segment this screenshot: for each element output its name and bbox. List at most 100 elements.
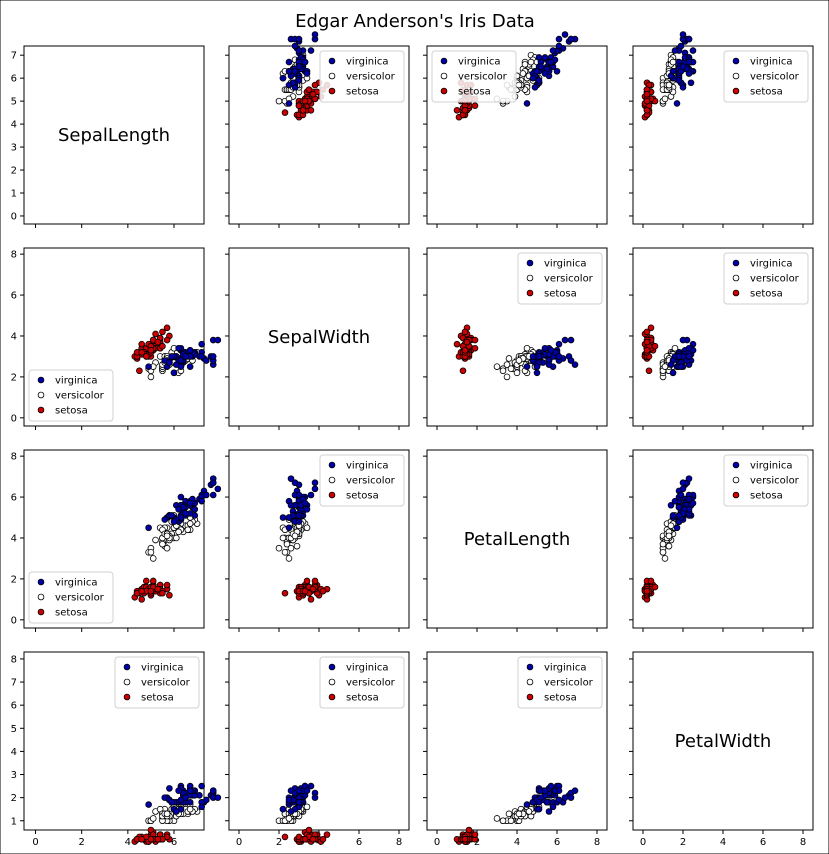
- legend-marker-versicolor: [37, 593, 45, 601]
- point-virginica: [675, 77, 683, 84]
- point-virginica: [287, 501, 295, 509]
- point-virginica: [685, 353, 693, 360]
- point-virginica: [198, 497, 205, 505]
- point-virginica: [673, 524, 681, 532]
- legend-label-setosa: setosa: [750, 87, 783, 98]
- point-setosa: [643, 107, 651, 114]
- point-virginica: [186, 787, 194, 795]
- point-versicolor: [147, 548, 155, 556]
- point-virginica: [175, 787, 182, 795]
- point-virginica: [311, 794, 319, 801]
- point-virginica: [145, 524, 152, 532]
- legend: virginica versicolor setosa: [723, 50, 809, 103]
- point-virginica: [177, 357, 185, 364]
- point-virginica: [186, 346, 194, 354]
- diagonal-label-petal-length: PetalLength: [464, 529, 570, 550]
- y-tick-label: 8: [11, 452, 17, 463]
- point-virginica: [301, 499, 309, 507]
- point-virginica: [303, 70, 311, 77]
- point-virginica: [555, 35, 563, 43]
- x-tick-label: 6: [554, 837, 560, 848]
- point-virginica: [529, 74, 537, 82]
- point-virginica: [561, 794, 569, 801]
- legend-marker-setosa: [440, 87, 448, 95]
- legend-box: [431, 50, 517, 103]
- point-setosa: [471, 336, 479, 344]
- point-versicolor: [281, 548, 289, 556]
- y-tick-label: 4: [11, 533, 17, 544]
- point-virginica: [567, 794, 575, 801]
- panel-r0-c1: virginica versicolor setosa: [225, 31, 410, 228]
- point-virginica: [671, 47, 679, 54]
- point-virginica: [535, 798, 543, 806]
- legend-label-versicolor: versicolor: [544, 274, 594, 285]
- point-virginica: [295, 491, 303, 499]
- point-setosa: [163, 336, 171, 344]
- legend: virginica versicolor setosa: [28, 369, 114, 422]
- point-setosa: [301, 587, 309, 595]
- point-virginica: [535, 805, 543, 813]
- point-versicolor: [303, 803, 311, 811]
- point-setosa: [163, 324, 171, 332]
- point-setosa: [154, 338, 162, 346]
- point-setosa: [319, 835, 327, 843]
- point-versicolor: [521, 61, 529, 68]
- x-tick-label: 2: [680, 837, 686, 848]
- point-setosa: [303, 577, 311, 585]
- legend-label-virginica: virginica: [346, 57, 389, 68]
- panel-r2-c2: PetalLength: [423, 449, 608, 632]
- point-virginica: [675, 353, 683, 360]
- legend-box: [723, 50, 809, 103]
- point-virginica: [673, 100, 681, 107]
- legend-marker-setosa: [328, 87, 336, 95]
- legend-marker-setosa: [123, 693, 131, 701]
- point-setosa: [138, 835, 145, 843]
- legend-box: [319, 50, 405, 103]
- point-setosa: [647, 577, 655, 585]
- point-virginica: [671, 497, 679, 505]
- point-versicolor: [661, 95, 669, 103]
- point-virginica: [571, 361, 579, 368]
- point-virginica: [303, 506, 311, 513]
- legend-marker-setosa: [328, 693, 336, 701]
- point-virginica: [689, 499, 697, 507]
- legend-marker-setosa: [37, 406, 45, 414]
- legend-marker-versicolor: [328, 72, 336, 80]
- point-virginica: [667, 361, 675, 368]
- point-virginica: [685, 495, 693, 503]
- legend-marker-setosa: [328, 491, 336, 499]
- point-virginica: [291, 42, 299, 50]
- legend-marker-virginica: [37, 578, 45, 586]
- legend-label-virginica: virginica: [55, 376, 98, 387]
- point-virginica: [287, 475, 295, 482]
- point-versicolor: [186, 520, 194, 527]
- legend-label-versicolor: versicolor: [141, 678, 191, 689]
- x-tick-label: 6: [356, 837, 362, 848]
- point-virginica: [285, 796, 293, 804]
- panel-r3-c0: 0 2 4 6 1 2 3 4 5 6 7 8 virginica versicolor setosa: [11, 651, 222, 848]
- legend-marker-setosa: [526, 289, 534, 297]
- point-setosa: [166, 591, 173, 599]
- point-virginica: [541, 344, 549, 352]
- legend: virginica versicolor setosa: [319, 454, 405, 507]
- point-virginica: [685, 35, 693, 43]
- x-tick-label: 2: [474, 837, 480, 848]
- panel-r1-c2: virginica versicolor setosa: [423, 247, 608, 430]
- y-tick-label: 6: [11, 701, 17, 712]
- legend-box: [517, 656, 603, 709]
- point-versicolor: [173, 534, 180, 542]
- point-setosa: [461, 835, 469, 843]
- point-virginica: [295, 47, 303, 54]
- point-setosa: [154, 585, 162, 593]
- point-setosa: [138, 587, 145, 595]
- point-virginica: [561, 336, 569, 344]
- point-versicolor: [149, 815, 157, 822]
- point-virginica: [289, 79, 297, 87]
- x-tick-label: 2: [276, 837, 282, 848]
- point-virginica: [679, 336, 687, 344]
- legend-label-setosa: setosa: [346, 491, 379, 502]
- point-versicolor: [671, 344, 679, 352]
- point-virginica: [285, 58, 293, 66]
- legend-marker-versicolor: [732, 274, 740, 282]
- point-virginica: [311, 479, 319, 487]
